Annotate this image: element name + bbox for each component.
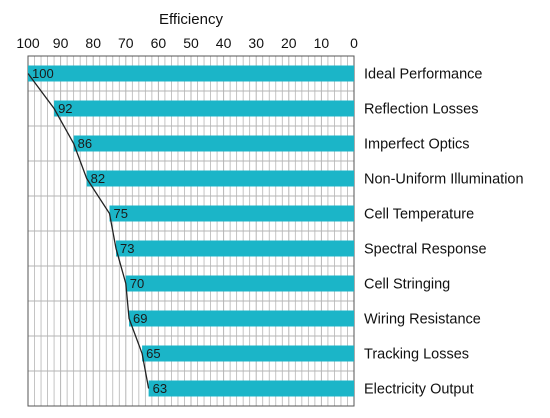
category-labels-group: Ideal Performance Reflection Losses Imperf… xyxy=(364,67,524,398)
value-label: 75 xyxy=(114,206,128,221)
x-tick-label: 80 xyxy=(85,35,101,51)
value-label: 92 xyxy=(58,101,72,116)
plot-frame xyxy=(27,55,355,407)
bar xyxy=(73,135,354,152)
value-labels-group: 100 92 86 82 75 73 70 69 65 63 xyxy=(32,66,167,396)
bar xyxy=(109,205,354,222)
value-label: 100 xyxy=(32,66,54,81)
value-label: 69 xyxy=(133,311,147,326)
bar xyxy=(129,310,354,327)
trend-line xyxy=(27,73,150,389)
category-label: Electricity Output xyxy=(364,382,474,398)
bar xyxy=(28,65,354,82)
x-tick-label: 0 xyxy=(350,35,358,51)
category-label: Imperfect Optics xyxy=(364,137,470,153)
value-label: 70 xyxy=(130,276,144,291)
x-tick-label: 10 xyxy=(314,35,330,51)
value-label: 65 xyxy=(146,346,160,361)
bar xyxy=(86,170,355,187)
x-tick-label: 100 xyxy=(16,35,40,51)
x-tick-label: 50 xyxy=(183,35,199,51)
x-axis-title: Efficiency xyxy=(159,11,223,28)
x-tick-labels-group: 100 90 80 70 60 50 40 30 20 10 0 xyxy=(16,35,358,51)
value-label: 86 xyxy=(78,136,92,151)
category-label: Cell Stringing xyxy=(364,277,450,293)
bar xyxy=(54,100,355,117)
value-label: 82 xyxy=(91,171,105,186)
x-tick-label: 20 xyxy=(281,35,297,51)
bars-group xyxy=(28,65,355,397)
category-label: Non-Uniform Illumination xyxy=(364,172,524,188)
category-label: Cell Temperature xyxy=(364,207,474,223)
value-label: 63 xyxy=(153,381,167,396)
bar xyxy=(116,240,355,257)
x-tick-label: 40 xyxy=(216,35,232,51)
value-label: 73 xyxy=(120,241,134,256)
bar xyxy=(125,275,354,292)
trend-line-group xyxy=(27,73,150,389)
category-label: Ideal Performance xyxy=(364,67,482,83)
x-tick-label: 60 xyxy=(151,35,167,51)
category-label: Wiring Resistance xyxy=(364,312,481,328)
bar xyxy=(148,380,354,397)
x-tick-label: 70 xyxy=(118,35,134,51)
bar xyxy=(142,345,354,362)
x-tick-label: 90 xyxy=(53,35,69,51)
category-label: Reflection Losses xyxy=(364,102,478,118)
x-tick-label: 30 xyxy=(248,35,264,51)
category-label: Tracking Losses xyxy=(364,347,469,363)
category-label: Spectral Response xyxy=(364,242,487,258)
